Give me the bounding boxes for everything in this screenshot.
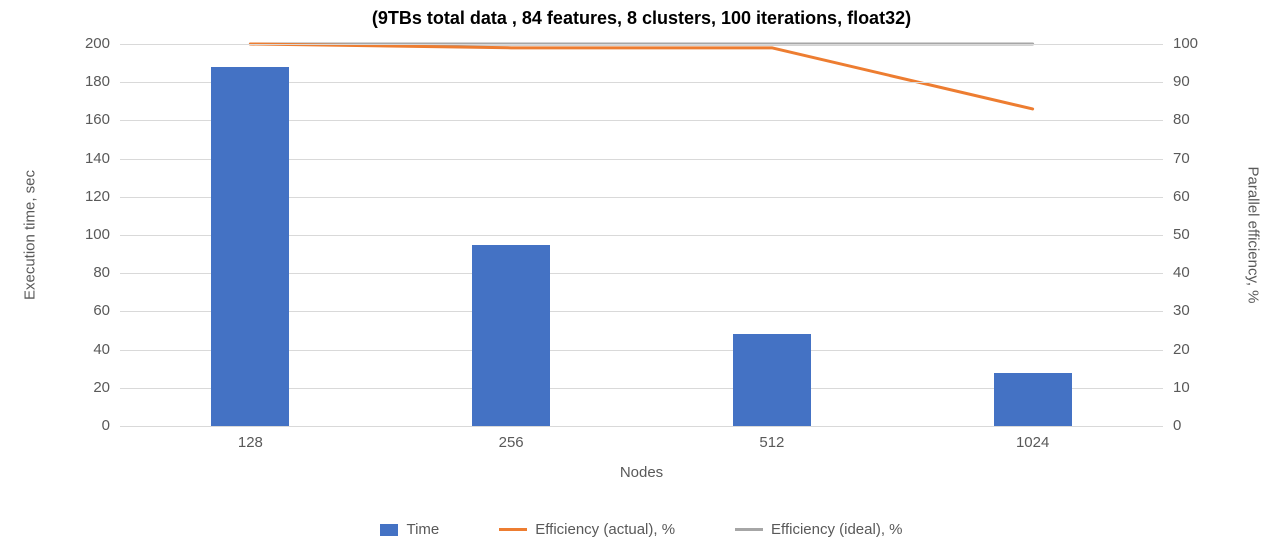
y-right-tick: 60 (1173, 188, 1190, 205)
x-tick: 128 (238, 434, 263, 451)
y-left-tick: 80 (93, 264, 110, 281)
y-left-tick: 20 (93, 379, 110, 396)
bar (211, 67, 289, 426)
bar (733, 334, 811, 426)
x-tick: 512 (759, 434, 784, 451)
legend-item: Efficiency (actual), % (499, 521, 675, 538)
x-axis-label: Nodes (620, 464, 663, 481)
gridline (120, 426, 1163, 427)
y-left-tick: 0 (102, 417, 110, 434)
y-right-tick: 70 (1173, 150, 1190, 167)
y-left-tick: 60 (93, 302, 110, 319)
y-left-tick: 100 (85, 226, 110, 243)
y-right-tick: 40 (1173, 264, 1190, 281)
gridline (120, 44, 1163, 45)
y-right-tick: 50 (1173, 226, 1190, 243)
legend-swatch-box (380, 524, 398, 536)
chart-title: (9TBs total data , 84 features, 8 cluste… (0, 8, 1283, 29)
y-left-tick: 160 (85, 111, 110, 128)
y-right-tick: 100 (1173, 35, 1198, 52)
legend-swatch-line (735, 528, 763, 531)
legend-item: Efficiency (ideal), % (735, 521, 902, 538)
y-left-tick: 140 (85, 150, 110, 167)
y-right-tick: 90 (1173, 73, 1190, 90)
y-left-tick: 120 (85, 188, 110, 205)
chart-container: (9TBs total data , 84 features, 8 cluste… (0, 0, 1283, 556)
bar (472, 245, 550, 426)
legend-label: Efficiency (actual), % (535, 521, 675, 538)
plot-area (120, 44, 1163, 426)
y-right-tick: 30 (1173, 302, 1190, 319)
legend-swatch-line (499, 528, 527, 531)
legend: Time Efficiency (actual), % Efficiency (id… (0, 521, 1283, 538)
y-axis-left-label: Execution time, sec (22, 170, 39, 300)
legend-label: Efficiency (ideal), % (771, 521, 902, 538)
x-tick: 1024 (1016, 434, 1049, 451)
y-right-tick: 80 (1173, 111, 1190, 128)
y-axis-right-label: Parallel efficiency, % (1245, 166, 1262, 303)
y-left-tick: 180 (85, 73, 110, 90)
plot-inner (120, 44, 1163, 426)
bar (994, 373, 1072, 426)
legend-item: Time (380, 521, 439, 538)
y-right-tick: 10 (1173, 379, 1190, 396)
legend-label: Time (406, 521, 439, 538)
y-right-tick: 0 (1173, 417, 1181, 434)
y-right-tick: 20 (1173, 341, 1190, 358)
y-left-tick: 200 (85, 35, 110, 52)
line-0 (250, 44, 1032, 109)
x-tick: 256 (499, 434, 524, 451)
y-left-tick: 40 (93, 341, 110, 358)
